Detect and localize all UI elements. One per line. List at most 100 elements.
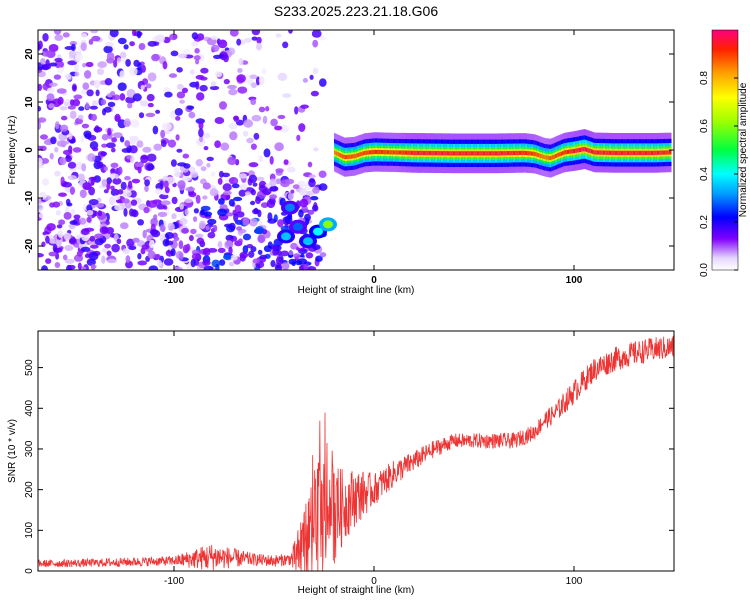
noise-speck [319, 78, 327, 87]
ridge-segment [382, 150, 384, 155]
noise-speck [178, 252, 184, 261]
noise-speck [217, 208, 228, 217]
noise-speck [54, 170, 61, 177]
noise-speck [48, 44, 59, 52]
ridge-segment [389, 150, 391, 155]
noise-speck [202, 260, 211, 266]
noise-speck [79, 217, 87, 225]
ridge-segment [522, 150, 524, 155]
noise-speck [67, 264, 76, 270]
ridge-segment [442, 151, 444, 156]
ridge-segment [418, 150, 420, 156]
cluster-core [293, 222, 303, 231]
noise-speck [107, 127, 112, 136]
ridge-segment [385, 150, 388, 155]
ridge-segment [362, 151, 365, 156]
noise-speck [69, 99, 75, 106]
ridge-segment [511, 151, 514, 156]
ridge-segment [644, 150, 647, 156]
noise-speck [195, 233, 204, 238]
noise-speck [228, 199, 235, 207]
noise-speck [62, 181, 72, 188]
ridge-segment [558, 152, 560, 157]
noise-speck [80, 246, 91, 252]
noise-speck [304, 213, 311, 222]
ridge-segment [433, 151, 436, 156]
noise-speck [149, 229, 159, 236]
noise-speck [140, 85, 145, 90]
noise-speck [178, 53, 188, 59]
noise-speck [74, 64, 79, 73]
noise-speck [223, 254, 232, 260]
noise-speck [184, 198, 193, 203]
noise-speck [147, 40, 157, 47]
noise-speck [142, 146, 152, 153]
noise-speck [104, 78, 113, 86]
ridge-segment [374, 149, 377, 154]
noise-speck [228, 122, 238, 130]
noise-speck [175, 134, 180, 141]
noise-speck [312, 67, 319, 75]
noise-speck [155, 109, 161, 114]
ridge-segment [403, 150, 406, 155]
noise-speck [61, 140, 70, 145]
ridge-segment [625, 150, 628, 156]
noise-speck [111, 137, 117, 143]
ridge-segment [444, 151, 446, 156]
ridge-segment [488, 151, 491, 156]
ridge-segment [452, 151, 455, 156]
noise-speck [87, 153, 96, 162]
noise-speck [88, 251, 99, 261]
ridge-segment [486, 151, 488, 156]
noise-speck [311, 30, 322, 38]
noise-speck [42, 33, 49, 42]
y-tick-label: 500 [24, 359, 35, 376]
noise-speck [294, 106, 299, 115]
noise-speck [257, 234, 266, 244]
ridge-segment [514, 150, 516, 156]
noise-speck [195, 159, 203, 167]
ridge-segment [356, 153, 359, 158]
noise-speck [184, 208, 189, 216]
ridge-segment [449, 151, 451, 156]
ridge-segment [593, 150, 595, 155]
noise-speck [307, 161, 313, 168]
ridge-segment [594, 150, 596, 155]
noise-speck [117, 37, 127, 45]
noise-speck [291, 261, 296, 267]
noise-speck [80, 42, 87, 52]
ridge-segment [515, 150, 517, 156]
ridge-segment [551, 155, 553, 160]
noise-speck [78, 173, 85, 183]
ridge-segment [419, 150, 421, 156]
ridge-segment [534, 151, 536, 157]
noise-speck [242, 233, 252, 241]
noise-speck [67, 175, 77, 181]
ridge-segment [554, 154, 557, 159]
noise-speck [152, 125, 159, 135]
ridge-segment [487, 151, 490, 156]
ridge-segment [420, 150, 422, 156]
noise-speck [101, 143, 108, 148]
noise-speck [159, 180, 164, 188]
noise-speck [88, 240, 96, 245]
snr-y-ticks: 0 100 200 300 400 500 [24, 359, 674, 574]
ridge-segment [454, 151, 456, 156]
noise-speck [110, 188, 120, 197]
ridge-segment [518, 150, 521, 155]
noise-speck [239, 183, 248, 191]
noise-speck [277, 114, 286, 120]
ridge-segment [647, 150, 649, 156]
noise-speck [195, 81, 200, 90]
noise-speck [137, 219, 145, 226]
noise-speck [141, 64, 146, 73]
noise-speck [236, 38, 242, 46]
noise-speck [199, 220, 206, 230]
ridge-segment [538, 153, 540, 158]
ridge-segment [643, 150, 646, 156]
noise-speck [127, 102, 133, 109]
noise-speck [54, 57, 63, 63]
noise-speck [38, 83, 42, 91]
noise-speck [110, 185, 115, 191]
noise-speck [173, 166, 180, 173]
